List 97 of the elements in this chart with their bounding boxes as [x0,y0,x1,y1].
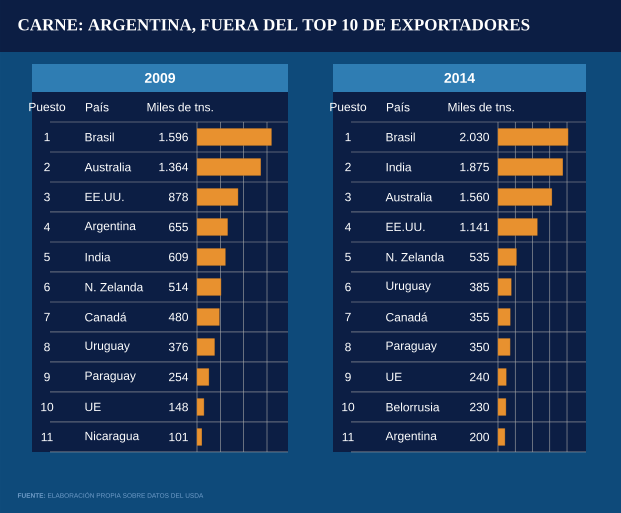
data-label: 2.030 [460,132,489,142]
data-label: 609 [169,252,188,262]
data-label: 240 [470,372,489,382]
text: 9 [345,372,351,382]
data-label: 1.560 [460,192,489,202]
text: 6 [345,282,351,292]
bar [196,428,202,446]
data-label: 878 [168,192,188,202]
text: 7 [44,312,50,322]
text: 10 [41,402,54,412]
y-axis-title: País [86,102,109,112]
bar [498,338,510,356]
bar [196,158,261,176]
text: 6 [44,282,50,292]
bar [498,218,538,236]
bar [196,278,222,296]
y-tick-label: Australia [386,192,432,202]
data-label: 376 [168,342,188,352]
bar [498,278,512,296]
text: 8 [44,342,50,352]
y-tick-label: Brasil [386,132,415,142]
text: 4 [344,222,351,232]
bar [196,308,220,326]
y-tick-label: EE.UU. [386,222,424,232]
bar [498,308,510,326]
y-axis-title: País [386,102,410,112]
text: 1 [44,132,50,142]
y-tick-label: UE [386,372,402,382]
bar [498,128,568,146]
chart-title: CARNE: ARGENTINA, FUERA DEL TOP 10 DE EXPORTADORES [18,19,530,33]
x-axis-title: Miles de tns. [148,102,213,112]
text: 2 [345,162,351,172]
y-tick-label: Canadá [85,312,127,322]
bar [196,188,238,206]
text: 9 [44,372,50,382]
y-tick-label: Paraguay [86,372,136,382]
bar [498,398,506,416]
data-label: 254 [169,372,188,382]
bar [196,128,272,146]
bar [196,218,228,236]
bar [196,368,210,386]
bar [498,248,517,266]
bar [498,368,506,386]
y-tick-label: Australia [84,162,132,172]
data-label: 480 [168,312,188,322]
text: 5 [44,252,50,262]
data-label: 1.364 [159,162,188,172]
bar [196,398,204,416]
data-label: 1.596 [159,132,188,142]
chart-title: 2014 [444,73,475,83]
data-label: 655 [169,222,188,232]
y-tick-label: Belorrusia [386,402,440,412]
data-label: 1.141 [460,222,489,232]
bar [498,158,563,176]
y-tick-label: India [86,252,111,262]
data-label: 230 [470,402,489,412]
text: 1 [346,132,351,142]
text: Puesto [29,102,66,112]
bar [498,428,506,446]
text: 7 [345,312,351,322]
data-label: 355 [470,312,489,322]
y-tick-label: N. Zelanda [86,282,144,292]
data-label: 514 [168,282,188,292]
y-tick-label: Uruguay [85,342,130,352]
y-tick-label: UE [85,402,101,412]
data-label: 535 [470,252,489,262]
data-label: 148 [169,402,188,412]
bar [196,248,226,266]
bar [196,338,215,356]
data-label: 1.875 [460,162,489,172]
text: 11 [342,432,354,442]
data-label: 200 [470,432,489,442]
y-tick-label: Paraguay [386,342,437,352]
y-tick-label: EE.UU. [86,192,124,202]
text: 4 [44,222,50,232]
text: 2 [44,162,50,172]
x-axis-title: Miles de tns. [448,102,514,112]
text: 3 [345,192,351,202]
y-tick-label: India [386,162,412,172]
y-tick-label: Nicaragua [86,431,140,443]
data-label: 101 [169,432,188,442]
y-tick-label: N. Zelanda [386,252,444,262]
y-tick-label: Uruguay [386,282,431,292]
y-tick-label: Argentina [386,431,437,443]
y-tick-label: Canadá [386,312,428,322]
text: 8 [345,342,351,352]
text: 3 [44,192,50,202]
data-label: 385 [470,282,489,292]
bar [498,188,552,206]
text: 5 [345,252,351,262]
text: 11 [42,432,53,442]
chart-subtitle: 2009 [144,73,176,83]
data-label: 350 [470,342,489,352]
y-tick-label: Argentina [84,221,136,233]
y-tick-label: Brasil [86,132,114,142]
text: 10 [342,402,354,412]
text: Puesto [330,102,366,112]
